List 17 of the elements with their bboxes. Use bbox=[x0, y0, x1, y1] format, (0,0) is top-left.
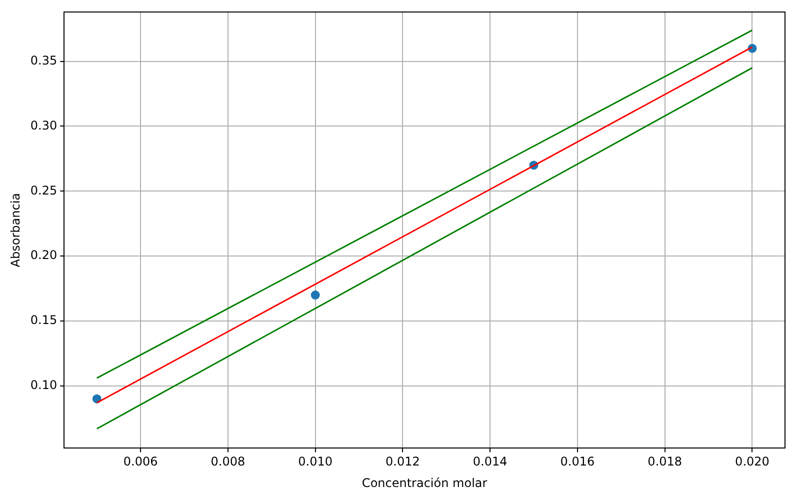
point bbox=[310, 290, 320, 300]
x-tick-label: 0.018 bbox=[648, 454, 682, 469]
x-tick-label: 0.012 bbox=[386, 454, 420, 469]
x-tick-label: 0.006 bbox=[123, 454, 158, 469]
y-tick-label: 0.25 bbox=[30, 183, 58, 198]
y-tick-label: 0.10 bbox=[30, 378, 58, 392]
y-tick-label: 0.35 bbox=[30, 53, 58, 68]
x-tick-label: 0.010 bbox=[298, 454, 333, 469]
y-tick-label: 0.20 bbox=[30, 248, 58, 262]
x-axis-title: Concentración molar bbox=[362, 476, 488, 490]
x-tick-label: 0.008 bbox=[210, 454, 246, 469]
x-tick-label: 0.016 bbox=[560, 454, 595, 469]
x-tick-label: 0.014 bbox=[472, 454, 508, 469]
x-tick-label: 0.020 bbox=[735, 454, 770, 469]
y-tick-label: 0.30 bbox=[30, 118, 58, 132]
y-axis-title: Absorbancia bbox=[8, 192, 22, 268]
y-tick-label: 0.15 bbox=[30, 313, 58, 328]
